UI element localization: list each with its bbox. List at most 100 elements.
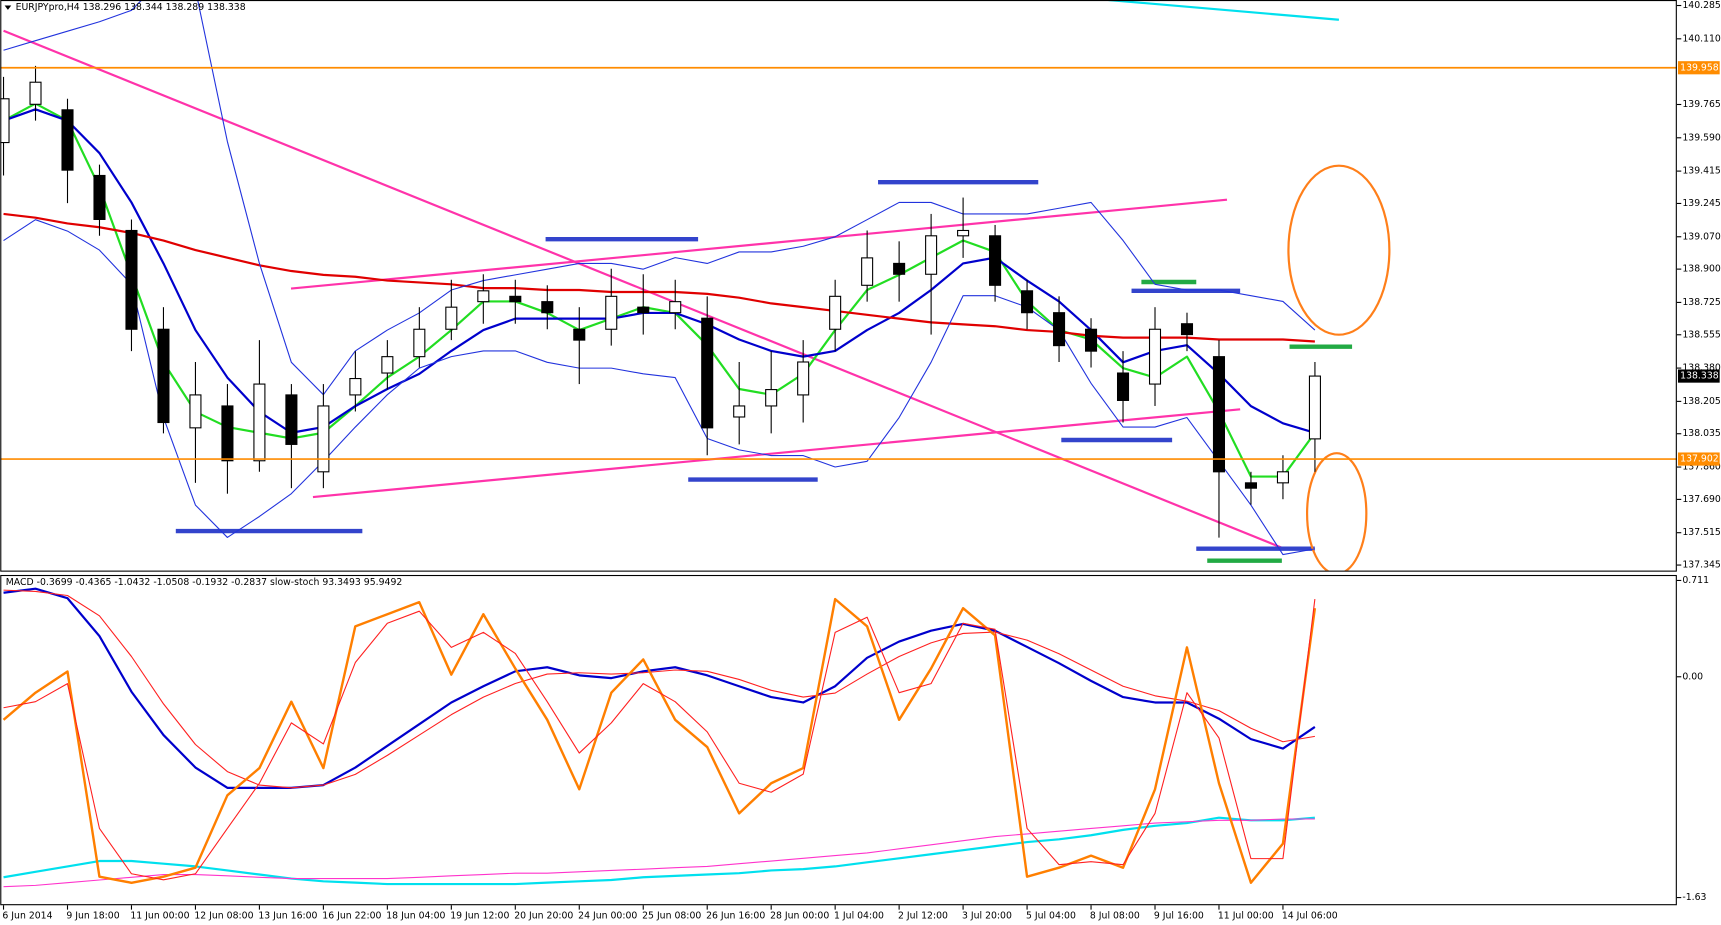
candle-body	[1021, 290, 1034, 314]
x-tick-label: 16 Jun 22:00	[322, 911, 381, 922]
y-tick-label: 137.690	[1682, 494, 1721, 505]
candle-body	[733, 405, 746, 418]
candle-body	[509, 295, 522, 303]
highlight-ellipse	[1287, 164, 1391, 336]
candle-body	[29, 81, 42, 105]
last-price-label: 138.338	[1680, 371, 1719, 382]
indicator-line	[3, 219, 1315, 556]
x-tick-label: 11 Jul 00:00	[1218, 911, 1274, 922]
x-tick-label: 28 Jun 00:00	[770, 911, 829, 922]
candle-body	[765, 389, 778, 407]
x-tick-label: 6 Jun 2014	[2, 911, 52, 922]
x-tick-label: 24 Jun 00:00	[578, 911, 637, 922]
indicator-panel	[2, 587, 1317, 888]
price-panel	[0, 0, 1677, 571]
x-tick-label: 20 Jun 20:00	[514, 911, 573, 922]
candle-body	[1053, 312, 1066, 347]
candle-body	[1308, 375, 1321, 440]
y-tick-label: 0.711	[1682, 575, 1709, 586]
y-tick-label: 139.070	[1682, 231, 1721, 242]
x-tick-label: 9 Jun 18:00	[66, 911, 119, 922]
y-tick-label: 140.110	[1682, 33, 1721, 44]
price-label: 139.958	[1680, 62, 1719, 73]
x-tick-label: 8 Jul 08:00	[1090, 911, 1140, 922]
y-tick-label: 138.555	[1682, 329, 1721, 340]
indicator-title: MACD -0.3699 -0.4365 -1.0432 -1.0508 -0.…	[6, 577, 403, 588]
trend-line	[312, 408, 1241, 499]
candle-body	[573, 328, 586, 341]
y-tick-label: -1.63	[1682, 892, 1706, 903]
indicator-line	[3, 816, 1315, 886]
y-tick-label: 139.765	[1682, 99, 1721, 110]
y-tick-label: 137.860	[1682, 462, 1721, 473]
candle-body	[317, 405, 330, 473]
indicator-line	[2, 597, 1317, 884]
candle-body	[541, 301, 554, 314]
y-tick-label: 137.345	[1682, 560, 1721, 571]
y-tick-label: 138.725	[1682, 297, 1721, 308]
candle-body	[829, 295, 842, 330]
x-tick-label: 13 Jun 16:00	[258, 911, 317, 922]
candle-body	[1148, 328, 1162, 385]
y-tick-label: 139.415	[1682, 166, 1721, 177]
candle-body	[221, 405, 234, 462]
chart-title: EURJPYpro,H4 138.296 138.344 138.289 138…	[16, 2, 246, 13]
highlight-ellipse	[1306, 452, 1368, 571]
panel-frame	[0, 0, 1677, 572]
price-label: 137.902	[1680, 454, 1719, 465]
x-tick-label: 9 Jul 16:00	[1154, 911, 1204, 922]
indicator-line	[3, 599, 1316, 881]
price-label-box	[1677, 61, 1720, 75]
indicator-line	[3, 589, 1315, 789]
candle-body	[1276, 471, 1289, 484]
candle-body	[477, 290, 490, 303]
trend-line	[1108, 0, 1340, 21]
candle-body	[61, 109, 74, 171]
candle-body	[93, 174, 106, 220]
x-tick-label: 25 Jun 08:00	[642, 911, 701, 922]
y-tick-label: 138.900	[1682, 264, 1721, 275]
indicator-line	[3, 0, 1316, 396]
candle-body	[189, 394, 202, 429]
candle-body	[701, 317, 714, 429]
candle-body	[797, 361, 810, 396]
candle-body	[1085, 328, 1098, 352]
candle-body	[989, 235, 1002, 286]
candle-body	[1244, 482, 1257, 489]
candle-body	[413, 328, 426, 358]
candle-body	[637, 306, 650, 314]
indicator-line	[3, 587, 1316, 789]
candle-body	[669, 301, 682, 314]
y-tick-label: 138.380	[1682, 363, 1721, 374]
x-tick-label: 26 Jun 16:00	[706, 911, 765, 922]
y-tick-label: 138.205	[1682, 396, 1721, 407]
candle-body	[1116, 372, 1130, 401]
candle-body	[285, 394, 298, 445]
x-tick-label: 12 Jun 08:00	[194, 911, 253, 922]
menu-arrow[interactable]	[4, 5, 12, 10]
y-tick-label: 137.515	[1682, 527, 1721, 538]
y-tick-label: 139.245	[1682, 198, 1721, 209]
panel-frame	[0, 574, 1677, 906]
x-tick-label: 19 Jun 12:00	[450, 911, 509, 922]
candle-body	[893, 262, 906, 275]
x-tick-label: 3 Jul 20:00	[962, 911, 1012, 922]
candle-body	[253, 383, 266, 462]
y-tick-label: 0.00	[1682, 671, 1703, 682]
price-label-box	[1677, 452, 1720, 466]
y-tick-label: 138.035	[1682, 428, 1721, 439]
x-tick-label: 2 Jul 12:00	[898, 911, 948, 922]
candle-body	[605, 295, 618, 330]
candle-body	[0, 98, 10, 144]
candle-body	[925, 235, 938, 275]
trend-line	[290, 198, 1228, 290]
y-tick-label: 140.285	[1682, 0, 1721, 11]
x-tick-label: 1 Jul 04:00	[834, 911, 884, 922]
x-tick-label: 11 Jun 00:00	[130, 911, 189, 922]
candle-body	[157, 328, 170, 424]
x-tick-label: 18 Jun 04:00	[386, 911, 445, 922]
candle-body	[349, 377, 362, 396]
